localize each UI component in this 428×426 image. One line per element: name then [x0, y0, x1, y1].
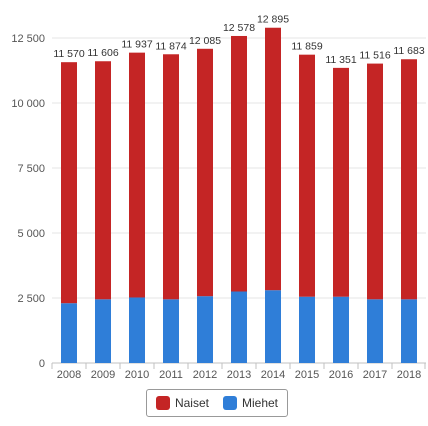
bar-naiset-2013[interactable] — [231, 35, 247, 292]
x-axis: 2008 2009 2010 2011 2012 2013 2014 2015 2016 2017… — [51, 363, 426, 381]
total-label-2008: 11 570 — [53, 48, 84, 60]
bar-naiset-2014[interactable] — [265, 27, 281, 291]
total-label-2017: 11 516 — [359, 50, 390, 62]
y-tick-label: 0 — [39, 358, 45, 370]
y-tick-label: 12 500 — [11, 33, 45, 45]
y-tick-label: 5 000 — [17, 228, 45, 240]
total-label-2015: 11 859 — [291, 41, 322, 53]
bar-miehet-2011[interactable] — [163, 299, 179, 363]
x-tick-label-2008: 2008 — [57, 369, 81, 381]
bar-miehet-2013[interactable] — [231, 291, 247, 364]
total-label-2012: 12 085 — [189, 35, 221, 47]
legend-item-naiset[interactable]: Naiset — [155, 396, 209, 410]
total-label-2014: 12 895 — [257, 14, 289, 26]
legend: Naiset Miehet — [146, 389, 288, 417]
bar-naiset-2017[interactable] — [367, 63, 383, 300]
total-label-2013: 12 578 — [223, 22, 255, 34]
legend-item-miehet[interactable]: Miehet — [222, 396, 279, 410]
x-tick-label-2015: 2015 — [295, 369, 319, 381]
total-label-2009: 11 606 — [87, 47, 118, 59]
y-tick-label: 7 500 — [17, 163, 45, 175]
y-tick-label: 10 000 — [11, 98, 45, 110]
y-axis: 0 2 500 5 000 7 500 10 000 12 500 — [11, 33, 45, 370]
x-tick-label-2017: 2017 — [363, 369, 387, 381]
x-tick-label-2009: 2009 — [91, 369, 115, 381]
total-label-2018: 11 683 — [393, 45, 424, 57]
bars — [61, 27, 417, 364]
total-label-2011: 11 874 — [155, 40, 186, 52]
bar-naiset-2010[interactable] — [129, 52, 145, 298]
stacked-bar-chart: 0 2 500 5 000 7 500 10 000 12 500 11 570 11 60… — [11, 14, 426, 381]
x-tick-label-2018: 2018 — [397, 369, 421, 381]
bar-naiset-2015[interactable] — [299, 54, 315, 297]
total-label-2010: 11 937 — [121, 39, 152, 51]
bar-miehet-2018[interactable] — [401, 299, 417, 363]
bar-naiset-2018[interactable] — [401, 59, 417, 300]
bar-miehet-2012[interactable] — [197, 296, 213, 363]
bar-miehet-2010[interactable] — [129, 297, 145, 363]
x-tick-label-2014: 2014 — [261, 369, 285, 381]
x-tick-label-2013: 2013 — [227, 369, 251, 381]
x-tick-label-2010: 2010 — [125, 369, 149, 381]
bar-miehet-2014[interactable] — [265, 290, 281, 363]
x-tick-label-2016: 2016 — [329, 369, 353, 381]
bar-miehet-2015[interactable] — [299, 296, 315, 363]
y-tick-label: 2 500 — [17, 293, 45, 305]
bar-naiset-2009[interactable] — [95, 61, 111, 300]
x-tick-label-2012: 2012 — [193, 369, 217, 381]
bar-naiset-2016[interactable] — [333, 67, 349, 297]
bar-miehet-2016[interactable] — [333, 296, 349, 363]
legend-swatch-naiset — [155, 396, 170, 410]
bar-naiset-2011[interactable] — [163, 54, 179, 300]
bar-naiset-2008[interactable] — [61, 62, 77, 304]
bar-miehet-2009[interactable] — [95, 299, 111, 363]
bar-naiset-2012[interactable] — [197, 48, 213, 297]
legend-swatch-miehet — [222, 396, 237, 410]
legend-label-naiset: Naiset — [174, 396, 209, 410]
legend-label-miehet: Miehet — [241, 396, 279, 410]
bar-miehet-2017[interactable] — [367, 299, 383, 363]
total-label-2016: 11 351 — [325, 54, 356, 66]
bar-miehet-2008[interactable] — [61, 303, 77, 363]
x-tick-label-2011: 2011 — [159, 369, 183, 381]
